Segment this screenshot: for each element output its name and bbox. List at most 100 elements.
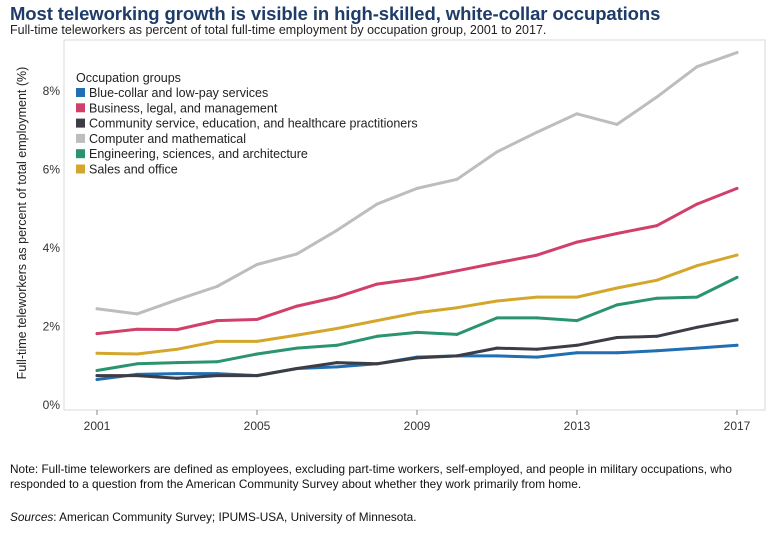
data-point	[375, 334, 379, 338]
line-chart: Full-time teleworkers as percent of tota…	[15, 39, 766, 433]
legend-swatch	[76, 133, 85, 143]
chart-title: Most teleworking growth is visible in hi…	[10, 3, 661, 24]
sources-text: : American Community Survey; IPUMS-USA, …	[53, 510, 417, 524]
data-point	[175, 298, 179, 302]
axes-layer: Full-time teleworkers as percent of tota…	[15, 39, 766, 433]
data-point	[95, 378, 99, 381]
sources-label: Sources	[10, 510, 54, 524]
x-tick-label: 2001	[84, 419, 111, 433]
data-point	[495, 150, 499, 154]
legend-item: Community service, education, and health…	[76, 117, 418, 131]
legend-label: Community service, education, and health…	[89, 117, 418, 131]
data-point	[535, 295, 539, 299]
plot-frame	[63, 39, 766, 411]
data-point	[175, 372, 179, 376]
data-point	[135, 362, 139, 366]
x-tick-label: 2017	[724, 419, 751, 433]
legend-item: Engineering, sciences, and architecture	[76, 147, 308, 161]
data-point	[735, 275, 739, 279]
data-point	[655, 296, 659, 300]
data-point	[295, 304, 299, 308]
data-point	[255, 374, 259, 378]
data-point	[215, 339, 219, 343]
legend-label: Computer and mathematical	[89, 132, 246, 146]
y-tick-label: 8%	[43, 84, 61, 98]
data-point	[535, 130, 539, 134]
legend-item: Business, legal, and management	[76, 101, 278, 115]
data-point	[255, 263, 259, 266]
data-point	[415, 186, 419, 190]
data-point	[415, 277, 419, 281]
series-line	[95, 318, 739, 380]
y-tick-label: 0%	[43, 398, 61, 412]
data-point	[615, 336, 619, 339]
data-point	[455, 177, 459, 181]
x-tick-label: 2009	[404, 419, 431, 433]
data-point	[415, 311, 419, 315]
data-point	[255, 317, 259, 321]
data-point	[415, 356, 419, 360]
y-axis-label: Full-time teleworkers as percent of tota…	[15, 67, 29, 380]
y-tick-label: 4%	[43, 241, 61, 255]
data-point	[735, 253, 739, 257]
x-tick-label: 2013	[564, 419, 591, 433]
data-point	[575, 240, 579, 244]
data-point	[495, 346, 499, 350]
data-point	[295, 367, 299, 370]
data-point	[695, 325, 699, 329]
y-tick-label: 6%	[43, 163, 61, 177]
data-point	[455, 306, 459, 310]
data-point	[575, 319, 579, 323]
data-point	[655, 95, 659, 99]
data-point	[655, 349, 659, 353]
data-point	[455, 269, 459, 273]
data-point	[615, 303, 619, 307]
series-1	[95, 186, 739, 336]
y-tick-label: 2%	[43, 320, 61, 334]
legend-swatch	[76, 164, 85, 174]
data-point	[95, 307, 99, 311]
series-4	[95, 275, 739, 372]
chart-subtitle: Full-time teleworkers as percent of tota…	[10, 23, 547, 37]
data-point	[735, 318, 739, 322]
legend-item: Blue-collar and low-pay services	[76, 86, 268, 100]
data-point	[335, 361, 339, 365]
data-point	[695, 295, 699, 299]
data-point	[335, 295, 339, 299]
data-point	[95, 332, 99, 336]
data-point	[695, 264, 699, 268]
x-tick-label: 2005	[244, 419, 271, 433]
data-point	[255, 352, 259, 356]
series-2	[95, 318, 739, 380]
data-point	[95, 374, 99, 378]
data-point	[455, 354, 459, 358]
data-point	[495, 354, 499, 358]
data-point	[215, 374, 219, 378]
data-point	[95, 351, 99, 355]
legend-label: Blue-collar and low-pay services	[89, 86, 268, 100]
data-point	[495, 299, 499, 303]
data-point	[375, 362, 379, 366]
data-point	[375, 202, 379, 206]
sources-line: Sources: American Community Survey; IPUM…	[10, 510, 416, 524]
data-point	[175, 361, 179, 365]
series-layer	[95, 51, 739, 381]
data-point	[575, 112, 579, 116]
data-point	[615, 351, 619, 355]
series-5	[95, 253, 739, 356]
data-point	[135, 352, 139, 356]
data-point	[175, 347, 179, 351]
data-point	[175, 328, 179, 332]
data-point	[735, 186, 739, 190]
data-point	[335, 228, 339, 232]
series-3	[95, 51, 739, 316]
data-point	[535, 253, 539, 257]
data-point	[575, 295, 579, 299]
data-point	[535, 316, 539, 320]
data-point	[735, 343, 739, 347]
data-point	[415, 330, 419, 334]
legend-swatch	[76, 118, 85, 128]
data-point	[335, 343, 339, 347]
data-point	[615, 232, 619, 235]
